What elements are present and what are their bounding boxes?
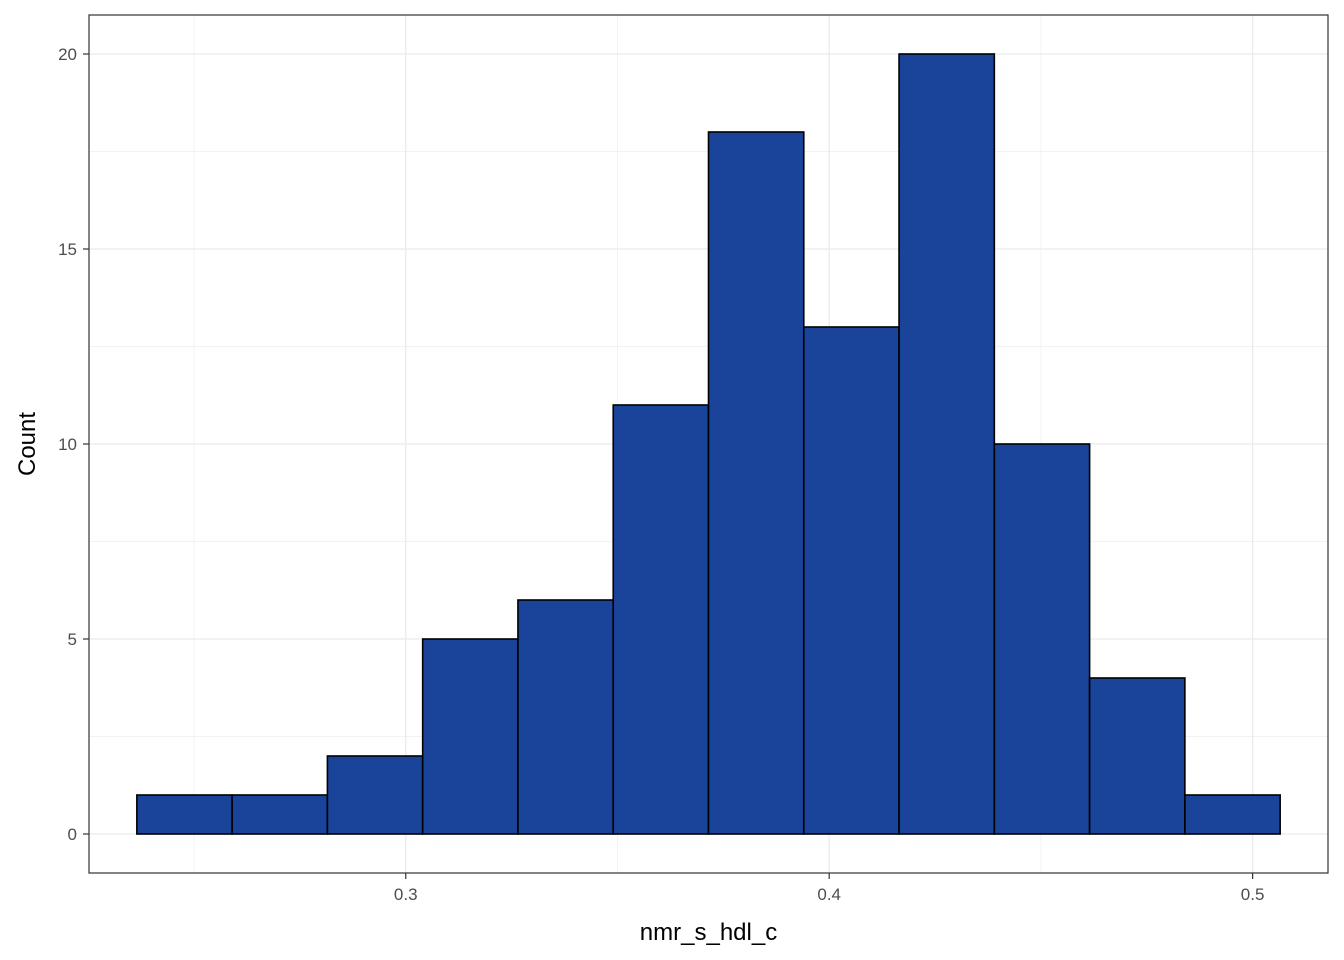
histogram-bar — [802, 326, 900, 835]
histogram-bar — [517, 599, 615, 835]
histogram-bar — [707, 131, 805, 835]
x-axis-title: nmr_s_hdl_c — [640, 919, 777, 946]
histogram-bars — [136, 53, 1281, 835]
histogram-bar — [326, 755, 424, 835]
histogram-bar — [612, 404, 710, 835]
histogram-bar — [1184, 794, 1281, 835]
y-tick-label: 5 — [68, 630, 77, 649]
y-tick-label: 15 — [58, 240, 77, 259]
histogram-bar — [136, 794, 233, 835]
histogram-bar — [1088, 677, 1186, 835]
x-tick-label: 0.3 — [394, 885, 418, 904]
histogram-bar — [993, 443, 1091, 835]
histogram-bar — [898, 53, 996, 835]
x-axis: 0.3 0.4 0.5 — [394, 873, 1265, 904]
y-axis-title: Count — [14, 412, 41, 476]
y-tick-label: 0 — [68, 825, 77, 844]
y-tick-label: 20 — [58, 45, 77, 64]
histogram-bar — [421, 638, 519, 835]
x-tick-label: 0.4 — [817, 885, 841, 904]
y-tick-label: 10 — [58, 435, 77, 454]
histogram-bar — [231, 794, 329, 835]
y-axis: 0 5 10 15 20 — [58, 45, 89, 844]
x-tick-label: 0.5 — [1241, 885, 1265, 904]
